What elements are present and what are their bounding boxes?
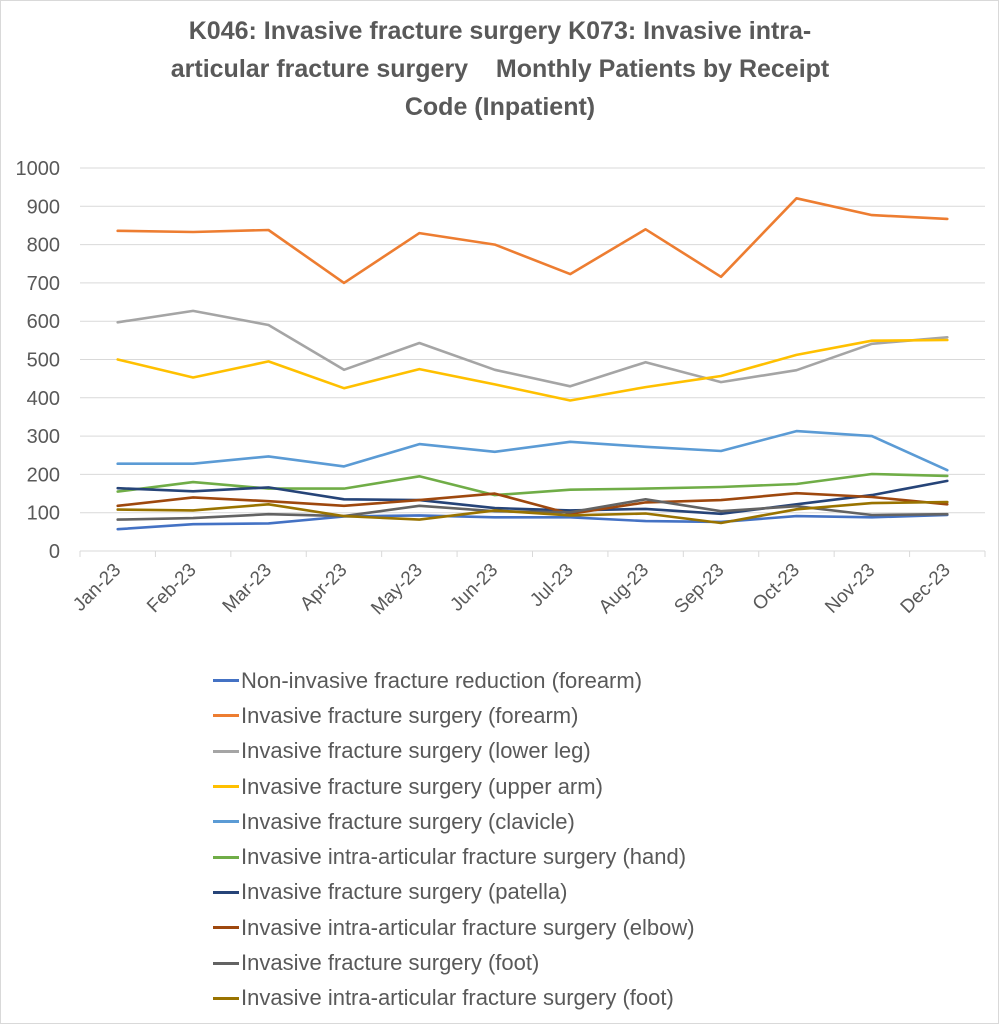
x-tick-label: Nov-23 <box>821 560 879 618</box>
series-line-3 <box>116 309 949 388</box>
x-tick-label: Oct-23 <box>749 560 804 615</box>
legend-item: Invasive fracture surgery (upper arm) <box>213 769 695 804</box>
legend-item: Invasive intra-articular fracture surger… <box>213 910 695 945</box>
series-line-8 <box>116 491 949 516</box>
chart-title-line-1: K046: Invasive fracture surgery K073: In… <box>188 17 812 45</box>
chart-title-line-2: articular fracture surgery Monthly Patie… <box>170 55 830 83</box>
series-line-7 <box>116 479 949 516</box>
y-tick-label: 600 <box>27 311 60 333</box>
series-line-1 <box>116 513 949 531</box>
legend-label: Invasive fracture surgery (upper arm) <box>241 773 603 799</box>
series-lines <box>116 197 949 531</box>
y-tick-label: 400 <box>27 388 60 410</box>
legend-label: Invasive fracture surgery (foot) <box>241 950 540 976</box>
legend-swatch <box>213 679 239 683</box>
y-tick-label: 200 <box>27 464 60 486</box>
line-chart: 0 100 200 300 400 500 600 700 800 900 1000 Jan-23 F… <box>16 158 986 620</box>
series-line-6 <box>116 472 949 497</box>
chart-legend: Non-invasive fracture reduction (forearm… <box>213 663 695 1016</box>
legend-label: Invasive fracture surgery (patella) <box>241 879 568 905</box>
legend-label: Invasive intra-articular fracture surger… <box>241 844 687 870</box>
y-tick-label: 0 <box>49 541 60 563</box>
legend-swatch <box>213 890 239 894</box>
legend-swatch <box>213 926 239 930</box>
legend-item: Invasive intra-articular fracture surger… <box>213 839 695 874</box>
x-tick-label: May-23 <box>367 560 427 620</box>
x-tick-label: Jun-23 <box>446 560 502 616</box>
x-tick-label: Feb-23 <box>143 560 200 617</box>
x-tick-label: Dec-23 <box>897 560 955 618</box>
x-tick-label: Aug-23 <box>595 560 653 618</box>
legend-swatch <box>213 855 239 859</box>
legend-item: Non-invasive fracture reduction (forearm… <box>213 663 695 698</box>
legend-item: Invasive fracture surgery (lower leg) <box>213 734 695 769</box>
y-tick-label: 900 <box>27 196 60 218</box>
legend-swatch <box>213 785 239 789</box>
legend-item: Invasive intra-articular fracture surger… <box>213 981 695 1016</box>
y-axis-tick-labels: 0 100 200 300 400 500 600 700 800 900 1000 <box>16 158 61 563</box>
x-tick-label: Sep-23 <box>670 560 728 618</box>
x-tick-label: Apr-23 <box>296 560 351 615</box>
chart-title: K046: Invasive fracture surgery K073: In… <box>60 12 940 126</box>
legend-label: Invasive intra-articular fracture surger… <box>241 985 674 1011</box>
x-axis-tick-labels: Jan-23 Feb-23 Mar-23 Apr-23 May-23 Jun-23 Jul-… <box>69 560 955 620</box>
legend-swatch <box>213 749 239 753</box>
y-tick-label: 500 <box>27 350 60 372</box>
y-tick-label: 1000 <box>16 158 61 180</box>
chart-title-line-3: Code (Inpatient) <box>404 93 596 121</box>
legend-label: Invasive intra-articular fracture surger… <box>241 914 695 940</box>
series-line-4 <box>116 338 949 402</box>
legend-label: Invasive fracture surgery (lower leg) <box>241 738 591 764</box>
legend-item: Invasive fracture surgery (foot) <box>213 945 695 980</box>
y-tick-label: 700 <box>27 273 60 295</box>
y-tick-label: 300 <box>27 426 60 448</box>
legend-label: Invasive fracture surgery (forearm) <box>241 702 579 728</box>
series-line-2 <box>116 197 949 285</box>
x-axis <box>79 550 986 557</box>
legend-swatch <box>213 961 239 965</box>
legend-label: Invasive fracture surgery (clavicle) <box>241 808 575 834</box>
series-line-5 <box>116 429 949 472</box>
legend-swatch <box>213 714 239 718</box>
x-tick-label: Jan-23 <box>69 560 125 616</box>
x-tick-label: Mar-23 <box>219 560 276 617</box>
series-line-10 <box>116 500 949 525</box>
legend-item: Invasive fracture surgery (patella) <box>213 875 695 910</box>
legend-swatch <box>213 996 239 1000</box>
y-tick-label: 800 <box>27 235 60 257</box>
legend-swatch <box>213 820 239 824</box>
y-tick-label: 100 <box>27 503 60 525</box>
legend-item: Invasive fracture surgery (clavicle) <box>213 804 695 839</box>
legend-label: Non-invasive fracture reduction (forearm… <box>241 667 643 693</box>
x-tick-label: Jul-23 <box>526 560 577 611</box>
legend-item: Invasive fracture surgery (forearm) <box>213 698 695 733</box>
